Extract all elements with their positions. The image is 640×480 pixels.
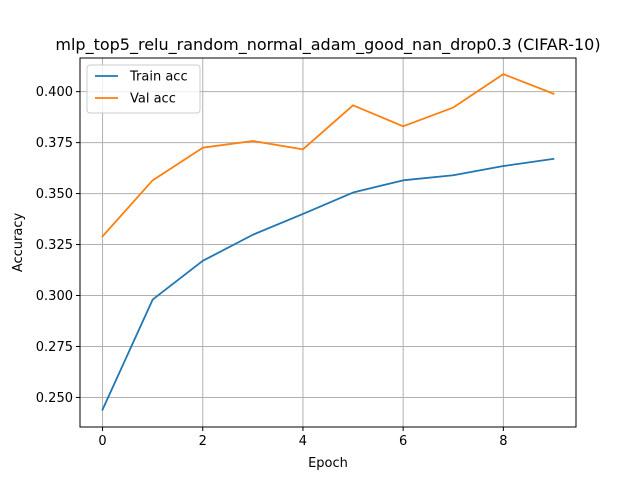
- train-acc-line: [101, 157, 555, 411]
- x-tick-label: 6: [399, 434, 407, 449]
- y-tick-label: 0.275: [36, 340, 73, 355]
- y-tick-label: 0.350: [36, 187, 73, 202]
- legend-label-val: Val acc: [130, 92, 176, 107]
- legend: Train acc Val acc: [86, 64, 201, 114]
- x-tick-label: 2: [199, 434, 207, 449]
- legend-box: [86, 64, 201, 114]
- x-tick-label: 8: [499, 434, 507, 449]
- axis-ticks: 0 2 4 6 8 0.250 0.275 0.300 0.325 0.350 0.375 0.400: [36, 85, 508, 449]
- plot-frame: [79, 57, 577, 428]
- x-axis-label: Epoch: [308, 456, 348, 471]
- y-tick-label: 0.250: [36, 391, 73, 406]
- x-tick-label: 0: [98, 434, 106, 449]
- y-tick-label: 0.375: [36, 136, 73, 151]
- legend-label-train: Train acc: [129, 70, 188, 85]
- chart-title: mlp_top5_relu_random_normal_adam_good_na…: [55, 35, 600, 55]
- x-tick-label: 4: [299, 434, 307, 449]
- y-tick-label: 0.325: [36, 238, 73, 253]
- y-axis-label: Accuracy: [11, 213, 26, 273]
- y-tick-label: 0.300: [36, 289, 73, 304]
- grid: [80, 58, 576, 427]
- y-tick-label: 0.400: [36, 85, 73, 100]
- series-lines: [101, 73, 555, 411]
- val-acc-line: [101, 73, 555, 238]
